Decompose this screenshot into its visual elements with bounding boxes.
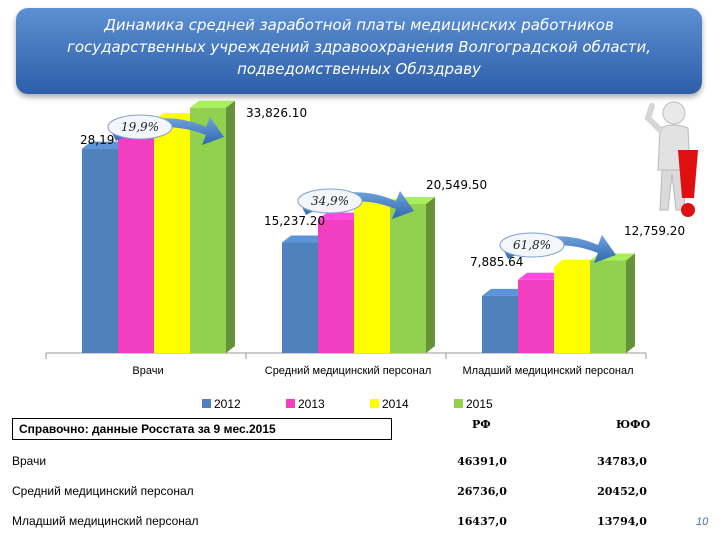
data-label: 33,826.10 xyxy=(246,106,307,120)
legend-swatch xyxy=(370,399,379,408)
bar-front-face xyxy=(154,120,190,354)
cell-rf: 26736,0 xyxy=(457,484,507,498)
row-label: Врачи xyxy=(12,454,47,468)
growth-label: 61,8% xyxy=(513,238,551,252)
title-line-3: подведомственных Облздраву xyxy=(237,60,481,78)
legend-entry: 2015 xyxy=(466,397,493,411)
legend-entry: 2013 xyxy=(298,397,325,411)
bar-front-face xyxy=(282,242,318,353)
bar-side-face xyxy=(426,197,435,353)
bar-front-face xyxy=(518,279,554,353)
title-line-1: Динамика средней заработной платы медици… xyxy=(104,16,614,34)
bar-front-face xyxy=(82,148,118,353)
bar-front-face xyxy=(390,204,426,353)
bar-front-face xyxy=(118,134,154,353)
growth-arrow-1: 34,9% xyxy=(297,188,414,219)
growth-label: 19,9% xyxy=(121,120,159,134)
column-header-rf: РФ xyxy=(472,418,491,431)
cell-yufo: 34783,0 xyxy=(597,454,647,468)
bar-2015-1 xyxy=(390,197,435,353)
bar-front-face xyxy=(190,107,226,353)
legend-swatch xyxy=(454,399,463,408)
x-tick-label: Средний медицинский персонал xyxy=(265,365,432,377)
bar-top-face xyxy=(82,141,127,149)
bar-top-face xyxy=(554,259,599,267)
data-label: 15,237.20 xyxy=(264,214,325,228)
table-row: Младший медицинский персонал 16437,0 137… xyxy=(12,506,692,536)
legend-swatch xyxy=(286,399,295,408)
bar-front-face xyxy=(590,260,626,353)
reference-table: Врачи 46391,0 34783,0 Средний медицински… xyxy=(12,446,692,536)
reference-label: Справочно: данные Росстата за 9 мес.2015 xyxy=(12,418,392,440)
row-label: Младший медицинский персонал xyxy=(12,514,199,528)
title-line-2: государственных учреждений здравоохранен… xyxy=(66,38,652,56)
bar-front-face xyxy=(554,266,590,353)
data-label: 20,549.50 xyxy=(426,178,487,192)
bar-top-face xyxy=(482,288,527,296)
growth-arrow-2: 61,8% xyxy=(499,232,616,263)
bar-top-face xyxy=(190,100,235,108)
row-label: Средний медицинский персонал xyxy=(12,484,194,498)
bar-front-face xyxy=(318,219,354,353)
legend-entry: 2012 xyxy=(214,397,241,411)
x-tick-label: Младший медицинский персонал xyxy=(462,365,633,377)
growth-bubble xyxy=(297,188,363,214)
legend-swatch xyxy=(202,399,211,408)
bar-side-face xyxy=(626,253,635,353)
table-row: Врачи 46391,0 34783,0 xyxy=(12,446,692,476)
bar-2015-0 xyxy=(190,100,235,353)
growth-label: 34,9% xyxy=(311,194,349,208)
cell-rf: 16437,0 xyxy=(457,514,507,528)
bar-side-face xyxy=(226,100,235,353)
cell-yufo: 20452,0 xyxy=(597,484,647,498)
cell-yufo: 13794,0 xyxy=(597,514,647,528)
cell-rf: 46391,0 xyxy=(457,454,507,468)
growth-bubble xyxy=(499,232,565,258)
chart-title: Динамика средней заработной платы медици… xyxy=(16,14,702,80)
legend-entry: 2014 xyxy=(382,397,409,411)
bar-chart: 19,9% 34,9% 61,8% Врачи Средний медицинский… xyxy=(45,100,685,411)
growth-bubble xyxy=(107,114,173,140)
page-number: 10 xyxy=(696,516,709,528)
data-label: 28,19 xyxy=(80,133,114,147)
bar-top-face xyxy=(518,272,563,280)
data-label: 7,885.64 xyxy=(470,255,523,269)
bar-top-face xyxy=(282,235,327,243)
title-banner xyxy=(16,8,702,94)
bar-top-face xyxy=(318,212,363,220)
table-row: Средний медицинский персонал 26736,0 204… xyxy=(12,476,692,506)
column-header-yufo: ЮФО xyxy=(616,418,651,431)
x-tick-label: Врачи xyxy=(132,365,163,377)
data-label: 12,759.20 xyxy=(624,224,685,238)
person-exclamation-icon xyxy=(644,101,698,217)
growth-arrow-0: 19,9% xyxy=(107,114,224,145)
bar-2013-1 xyxy=(318,212,363,353)
bar-front-face xyxy=(482,295,518,353)
bar-front-face xyxy=(354,205,390,353)
bar-2015-2 xyxy=(590,253,635,353)
